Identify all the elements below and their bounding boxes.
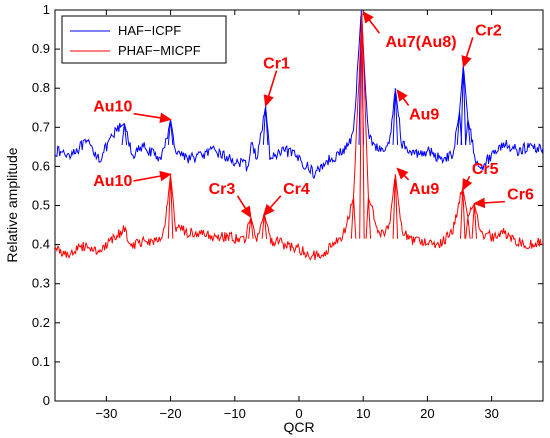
annotation-arrow-head bbox=[396, 167, 409, 180]
annotation-arrow-head bbox=[240, 205, 252, 219]
annotation: Au10 bbox=[93, 99, 172, 124]
x-tick-label: −10 bbox=[224, 406, 246, 421]
annotation-arrow-shaft bbox=[368, 19, 381, 34]
annotation-arrow-shaft bbox=[484, 200, 505, 204]
annotation-arrow-shaft bbox=[133, 112, 161, 119]
annotation-arrow-shaft bbox=[267, 70, 278, 97]
series-line-1 bbox=[55, 14, 543, 261]
annotation-arrow-head bbox=[159, 170, 172, 182]
y-tick-label: 0.8 bbox=[32, 80, 50, 95]
y-tick-label: 0.1 bbox=[32, 354, 50, 369]
annotation: Cr6 bbox=[473, 187, 534, 209]
series-peak bbox=[359, 13, 365, 239]
annotation-layer: Au10 Cr1 Au7(Au8) Cr2 Au9 Au10 Cr3 Cr4 Au9 Cr5 Cr6 bbox=[93, 10, 534, 219]
series-peak bbox=[365, 197, 372, 239]
annotation-arrow-head bbox=[473, 197, 486, 209]
series-peak bbox=[392, 174, 399, 239]
annotation-arrow-head bbox=[462, 178, 473, 191]
annotation: Au7(Au8) bbox=[362, 10, 457, 51]
annotation-arrow-shaft bbox=[269, 195, 282, 209]
series-layer bbox=[55, 10, 543, 261]
annotation: Au9 bbox=[396, 167, 439, 198]
x-tick-label: −20 bbox=[160, 406, 182, 421]
annotation: Au9 bbox=[396, 89, 439, 123]
legend-box bbox=[61, 15, 227, 64]
x-tick-label: 30 bbox=[484, 406, 498, 421]
annotation-arrow-head bbox=[159, 112, 172, 124]
annotation-arrow-shaft bbox=[236, 195, 247, 210]
series-peak bbox=[121, 123, 128, 145]
x-tick-label: −30 bbox=[95, 406, 117, 421]
annotation-label: Cr5 bbox=[472, 161, 499, 178]
annotation: Au10 bbox=[93, 170, 172, 190]
plot-area bbox=[54, 9, 544, 402]
x-tick-label: 10 bbox=[356, 406, 370, 421]
annotation-arrow-head bbox=[461, 55, 472, 68]
annotation-label: Au9 bbox=[409, 106, 439, 123]
annotation-arrow-head bbox=[263, 94, 274, 107]
annotation: Cr1 bbox=[263, 56, 290, 107]
annotation: Cr5 bbox=[462, 161, 499, 191]
legend: HAF−ICPF PHAF−MICPF bbox=[61, 15, 227, 64]
annotation-label: Cr4 bbox=[283, 181, 310, 198]
annotation-label: Au7(Au8) bbox=[385, 34, 456, 51]
y-tick-label: 1 bbox=[43, 2, 50, 17]
y-tick-label: 0.6 bbox=[32, 158, 50, 173]
annotation-label: Au10 bbox=[93, 173, 132, 190]
annotation-label: Cr6 bbox=[507, 187, 534, 204]
annotation-arrow-head bbox=[262, 203, 275, 217]
legend-entry-label: HAF−ICPF bbox=[118, 23, 181, 38]
series-peak bbox=[465, 119, 471, 145]
annotation-label: Au9 bbox=[409, 181, 439, 198]
x-axis: −30 −20 −10 0 10 20 30 bbox=[95, 10, 499, 421]
y-tick-label: 0.7 bbox=[32, 119, 50, 134]
y-tick-label: 0 bbox=[43, 393, 50, 408]
annotation-label: Cr2 bbox=[475, 22, 502, 39]
annotation-label: Cr1 bbox=[263, 56, 290, 73]
annotation-label: Cr3 bbox=[209, 181, 236, 198]
y-tick-label: 0.9 bbox=[32, 41, 50, 56]
x-tick-label: 0 bbox=[295, 406, 302, 421]
annotation-arrow-shaft bbox=[133, 175, 161, 182]
series-line-0 bbox=[55, 15, 543, 180]
legend-entry-label: PHAF−MICPF bbox=[118, 43, 201, 58]
y-tick-label: 0.5 bbox=[32, 198, 50, 213]
y-tick-label: 0.4 bbox=[32, 237, 50, 252]
y-axis: 0 0.1 0.2 0.3 0.4 0.5 0.6 0.7 0.8 0.9 1 bbox=[32, 2, 543, 408]
annotation-arrow-head bbox=[362, 10, 374, 24]
annotation: Cr4 bbox=[262, 181, 310, 217]
x-axis-label: QCR bbox=[283, 419, 314, 435]
annotation: Cr3 bbox=[209, 181, 252, 219]
annotation-arrow-shaft bbox=[402, 97, 410, 106]
annotation-arrow-head bbox=[396, 89, 408, 102]
y-tick-label: 0.3 bbox=[32, 276, 50, 291]
annotation: Cr2 bbox=[461, 22, 502, 68]
annotation-label: Au10 bbox=[93, 99, 132, 116]
x-tick-label: 20 bbox=[420, 406, 434, 421]
annotation-arrow-shaft bbox=[403, 174, 410, 181]
series-peak bbox=[350, 197, 357, 239]
series-peak bbox=[465, 217, 471, 239]
y-axis-label: Relative amplitude bbox=[4, 147, 20, 262]
annotation-arrow-shaft bbox=[465, 37, 474, 58]
annotation-arrow-shaft bbox=[466, 175, 471, 182]
series-peak bbox=[392, 88, 399, 145]
y-tick-label: 0.2 bbox=[32, 315, 50, 330]
